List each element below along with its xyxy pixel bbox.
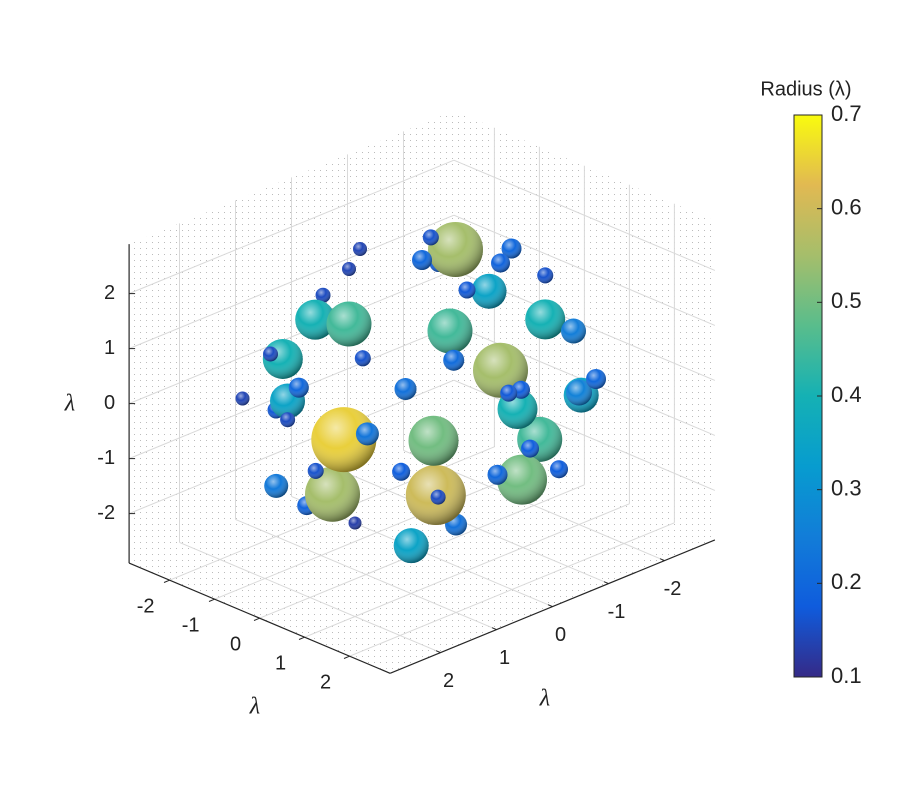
z-tick-label: 0 [104, 392, 115, 414]
z-tick-label: -1 [97, 447, 115, 469]
colorbar-tick-label: 0.7 [831, 101, 862, 126]
grid-line [179, 541, 441, 654]
sphere-shading [471, 273, 507, 309]
colorbar-tick-label: 0.1 [831, 663, 862, 688]
tick-mark [163, 579, 170, 583]
grid-line [128, 379, 455, 515]
sphere-shading [487, 464, 508, 485]
z-tick-label: 2 [104, 282, 115, 304]
tick-mark [208, 598, 215, 602]
sphere-shading [288, 377, 309, 398]
z-tick-label: 1 [104, 337, 115, 359]
x-tick-label: -1 [182, 614, 200, 636]
spheres [235, 222, 606, 564]
sphere-shading [264, 473, 289, 498]
sphere-shading [422, 229, 439, 246]
grid [128, 127, 716, 657]
grid-line [453, 379, 716, 491]
sphere-shading [315, 287, 331, 303]
sphere-shading [280, 412, 296, 428]
sphere-shading [537, 267, 554, 284]
x-tick-label: 1 [275, 652, 286, 674]
grid-line [128, 214, 455, 350]
axis-line [128, 562, 391, 674]
sphere-shading [521, 439, 539, 458]
axes: -2 -1 0 1 2 -2 -1 0 1 2 -2 -1 0 1 2 λ λ λ [64, 244, 716, 720]
tick-mark [343, 655, 350, 659]
sphere-shading [500, 384, 518, 402]
tick-mark [298, 636, 305, 640]
colorbar-tick-label: 0.6 [831, 194, 862, 219]
sphere-shading [355, 422, 379, 446]
x-tick-label: -2 [137, 595, 155, 617]
colorbar-tick-label: 0.4 [831, 382, 862, 407]
sphere-shading [394, 378, 417, 400]
tick-mark [547, 604, 553, 608]
sphere-shading [586, 369, 606, 389]
y-tick-label: 2 [443, 670, 454, 692]
sphere-shading [392, 462, 411, 481]
sphere-shading [412, 250, 432, 270]
tick-mark [659, 558, 665, 562]
grid-line [235, 518, 497, 631]
y-tick-label: -2 [664, 578, 682, 600]
sphere-shading [263, 346, 278, 362]
z-tick-label: -2 [97, 502, 115, 524]
sphere-shading [428, 222, 483, 277]
y-tick-label: -1 [608, 601, 626, 623]
y-axis-label: λ [539, 686, 550, 712]
sphere-shading [566, 379, 592, 406]
sphere-shading [458, 281, 476, 299]
sphere-shading [430, 489, 446, 505]
sphere-shading [491, 253, 510, 273]
grid-line [347, 472, 609, 585]
colorbar-tick-label: 0.3 [831, 475, 862, 500]
tick-mark [253, 617, 260, 621]
sphere-shading [311, 407, 377, 473]
x-tick-label: 0 [230, 633, 241, 655]
sphere-shading [307, 462, 324, 479]
grid-line [128, 269, 455, 405]
grid-line [453, 159, 716, 271]
sphere-shading [501, 238, 522, 259]
sphere-shading [443, 349, 465, 371]
colorbar-tick-label: 0.2 [831, 569, 862, 594]
y-tick-label: 0 [555, 624, 566, 646]
sphere-shading [342, 262, 356, 276]
tick-mark [491, 627, 497, 631]
x-axis-label: λ [249, 694, 260, 720]
colorbar-title: Radius (λ) [760, 78, 851, 100]
sphere-shading [561, 318, 586, 344]
sphere-shading [393, 528, 429, 564]
tick-mark [603, 581, 609, 585]
sphere-shading [497, 454, 547, 505]
sphere-shading [354, 350, 371, 367]
tick-mark [435, 650, 441, 654]
sphere-shading [408, 415, 459, 466]
sphere-shading [525, 299, 566, 340]
colorbar-tick-label: 0.5 [831, 288, 862, 313]
y-tick-label: 1 [499, 647, 510, 669]
z-axis-label: λ [64, 391, 75, 417]
sphere-shading [326, 301, 372, 347]
sphere-shading [348, 516, 362, 530]
sphere-shading [353, 242, 367, 256]
sphere-shading [427, 308, 473, 354]
x-tick-label: 2 [320, 671, 331, 693]
sphere-shading [305, 466, 360, 522]
sphere-shading [235, 391, 250, 406]
sphere-shading [295, 299, 336, 340]
grid-line [128, 159, 455, 295]
grid-line [453, 214, 716, 326]
sphere-shading [550, 460, 568, 479]
